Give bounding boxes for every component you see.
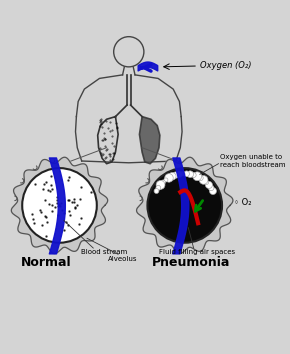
Text: Blood stream: Blood stream (81, 249, 127, 255)
Circle shape (193, 172, 202, 181)
Text: Oxygen unable to
reach bloodstream: Oxygen unable to reach bloodstream (220, 154, 286, 168)
Circle shape (204, 180, 209, 184)
Circle shape (184, 171, 189, 177)
Circle shape (199, 176, 208, 184)
Circle shape (208, 185, 214, 191)
Text: Pneumonia: Pneumonia (152, 256, 230, 269)
Circle shape (176, 171, 182, 177)
Text: Oxygen (O₂): Oxygen (O₂) (200, 62, 251, 70)
Circle shape (181, 172, 185, 176)
Circle shape (165, 174, 173, 182)
Polygon shape (137, 157, 233, 253)
Circle shape (209, 188, 216, 194)
Polygon shape (11, 157, 108, 253)
Circle shape (154, 189, 159, 193)
Circle shape (161, 180, 165, 184)
Circle shape (22, 168, 97, 243)
Circle shape (156, 185, 161, 190)
Circle shape (164, 178, 168, 182)
Circle shape (187, 171, 193, 177)
Polygon shape (139, 116, 160, 164)
Text: Normal: Normal (21, 256, 72, 269)
Text: ◦ O₂: ◦ O₂ (233, 198, 251, 207)
Circle shape (156, 181, 165, 189)
Text: Alveolus: Alveolus (108, 256, 137, 262)
Text: Fluid filling air spaces: Fluid filling air spaces (159, 249, 235, 255)
Circle shape (173, 172, 179, 178)
Circle shape (205, 181, 213, 188)
Circle shape (191, 173, 196, 177)
Circle shape (168, 172, 176, 180)
Circle shape (198, 175, 203, 181)
Circle shape (147, 168, 222, 243)
